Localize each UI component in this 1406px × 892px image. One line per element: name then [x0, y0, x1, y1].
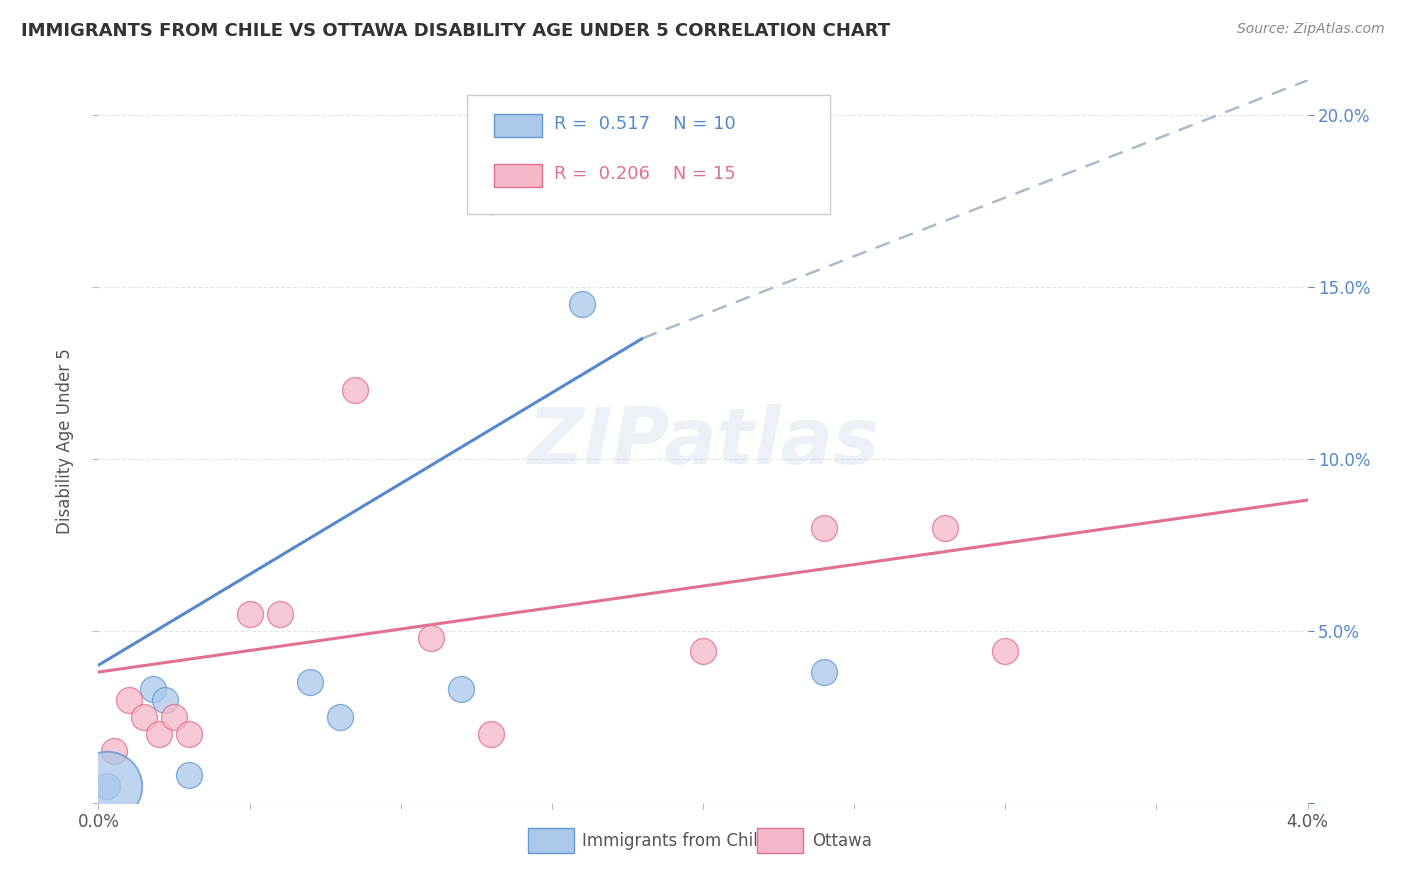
Point [118, 692, 141, 706]
Point [299, 675, 322, 690]
Point [934, 520, 956, 534]
Point [571, 297, 593, 311]
Text: Source: ZipAtlas.com: Source: ZipAtlas.com [1237, 22, 1385, 37]
FancyBboxPatch shape [527, 828, 574, 854]
Text: IMMIGRANTS FROM CHILE VS OTTAWA DISABILITY AGE UNDER 5 CORRELATION CHART: IMMIGRANTS FROM CHILE VS OTTAWA DISABILI… [21, 22, 890, 40]
Point [96, 779, 118, 793]
Point [994, 644, 1017, 658]
Text: R =  0.206    N = 15: R = 0.206 N = 15 [554, 165, 735, 183]
Point [344, 383, 367, 397]
Point [179, 768, 201, 782]
Point [148, 727, 170, 741]
Point [103, 744, 125, 758]
Point [163, 710, 186, 724]
Point [481, 727, 503, 741]
Point [813, 665, 835, 679]
Point [420, 631, 443, 645]
Point [269, 607, 291, 621]
Point [239, 607, 262, 621]
Text: ZIPatlas: ZIPatlas [527, 403, 879, 480]
Point [179, 727, 201, 741]
Point [813, 520, 835, 534]
Text: R =  0.517    N = 10: R = 0.517 N = 10 [554, 115, 735, 133]
Point [329, 710, 352, 724]
Y-axis label: Disability Age Under 5: Disability Age Under 5 [56, 349, 75, 534]
FancyBboxPatch shape [758, 828, 803, 854]
Point [132, 710, 155, 724]
Point [153, 692, 176, 706]
FancyBboxPatch shape [467, 95, 830, 214]
Point [450, 682, 472, 697]
FancyBboxPatch shape [494, 113, 543, 136]
Point [692, 644, 714, 658]
Point [481, 194, 503, 208]
Text: Ottawa: Ottawa [811, 832, 872, 850]
FancyBboxPatch shape [494, 164, 543, 187]
Point [96, 779, 118, 793]
Text: Immigrants from Chile: Immigrants from Chile [582, 832, 768, 850]
Point [142, 682, 165, 697]
